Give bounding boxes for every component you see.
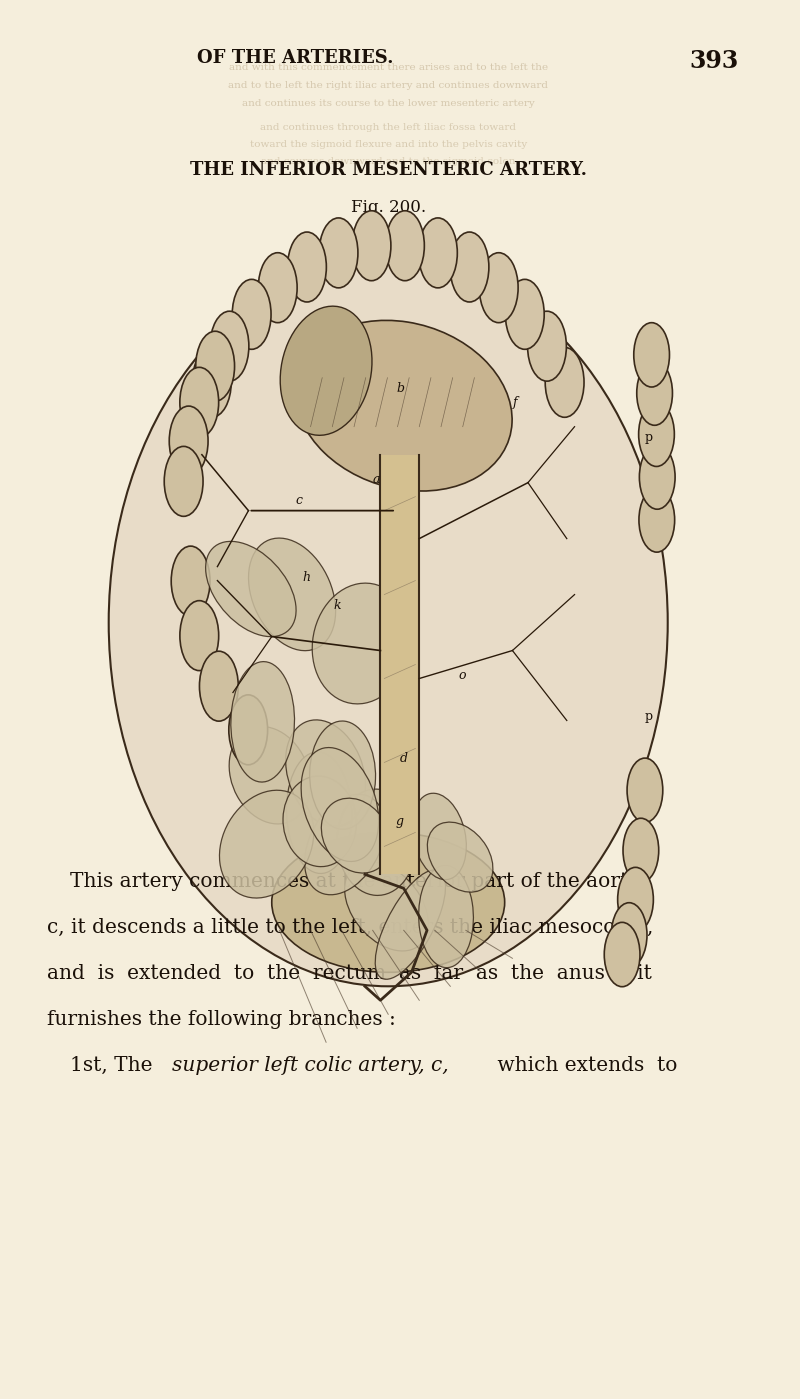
Text: f: f <box>513 396 517 409</box>
Text: THE INFERIOR MESENTERIC ARTERY.: THE INFERIOR MESENTERIC ARTERY. <box>190 161 586 179</box>
Text: and courses downward and to the sigmoid colon: and courses downward and to the sigmoid … <box>261 157 515 165</box>
Text: OF THE ARTERIES.: OF THE ARTERIES. <box>197 49 394 67</box>
Circle shape <box>623 818 658 883</box>
Circle shape <box>229 695 268 765</box>
Circle shape <box>506 280 544 350</box>
Ellipse shape <box>283 776 357 866</box>
Circle shape <box>611 902 647 967</box>
Text: and continues through the left iliac fossa toward: and continues through the left iliac fos… <box>260 123 516 132</box>
Ellipse shape <box>272 832 505 972</box>
Circle shape <box>637 361 673 425</box>
Ellipse shape <box>337 789 416 895</box>
Ellipse shape <box>229 726 310 824</box>
Ellipse shape <box>310 720 375 830</box>
Ellipse shape <box>312 583 410 704</box>
Ellipse shape <box>375 870 446 979</box>
Ellipse shape <box>286 751 352 873</box>
Circle shape <box>352 211 391 281</box>
Ellipse shape <box>345 862 428 951</box>
Ellipse shape <box>206 541 296 637</box>
Text: superior left colic artery, c,: superior left colic artery, c, <box>172 1056 449 1076</box>
Text: furnishes the following branches :: furnishes the following branches : <box>46 1010 395 1030</box>
Circle shape <box>639 488 674 553</box>
Ellipse shape <box>301 747 378 862</box>
Text: Fig. 200.: Fig. 200. <box>350 199 426 215</box>
Text: d: d <box>400 753 408 765</box>
Circle shape <box>638 402 674 466</box>
Ellipse shape <box>109 259 668 986</box>
Text: a: a <box>373 473 380 485</box>
Text: 393: 393 <box>690 49 739 73</box>
Text: k: k <box>334 599 342 611</box>
Text: g: g <box>396 816 404 828</box>
Circle shape <box>479 253 518 323</box>
Circle shape <box>180 368 218 438</box>
Circle shape <box>386 211 424 281</box>
Text: c: c <box>295 494 302 506</box>
Circle shape <box>170 406 208 476</box>
Ellipse shape <box>219 790 314 898</box>
Circle shape <box>192 347 231 417</box>
Text: and to the left the right iliac artery and continues downward: and to the left the right iliac artery a… <box>228 81 548 90</box>
Text: This artery commences at the anterior part of the aorta,: This artery commences at the anterior pa… <box>70 872 646 891</box>
Ellipse shape <box>322 799 390 873</box>
Circle shape <box>210 311 249 381</box>
Circle shape <box>199 651 238 720</box>
Circle shape <box>527 311 566 381</box>
Text: 1st, The: 1st, The <box>70 1056 158 1076</box>
Circle shape <box>319 218 358 288</box>
Circle shape <box>196 332 234 402</box>
Circle shape <box>258 253 297 323</box>
Circle shape <box>164 446 203 516</box>
Text: p: p <box>645 711 653 723</box>
Circle shape <box>627 758 662 823</box>
Circle shape <box>618 867 654 932</box>
Circle shape <box>418 218 458 288</box>
Text: and with this commencement there arises and to the left the: and with this commencement there arises … <box>229 63 548 71</box>
Text: which extends  to: which extends to <box>490 1056 677 1076</box>
Circle shape <box>450 232 489 302</box>
Text: b: b <box>396 382 404 395</box>
Text: toward the sigmoid flexure and into the pelvis cavity: toward the sigmoid flexure and into the … <box>250 140 527 148</box>
Circle shape <box>232 280 271 350</box>
Text: c, it descends a little to the left, enters the iliac mesocolon,: c, it descends a little to the left, ent… <box>46 918 653 937</box>
Ellipse shape <box>286 720 366 827</box>
Ellipse shape <box>305 795 385 895</box>
Ellipse shape <box>280 306 372 435</box>
Circle shape <box>287 232 326 302</box>
Circle shape <box>634 323 670 388</box>
Circle shape <box>180 600 218 670</box>
Circle shape <box>639 445 675 509</box>
Ellipse shape <box>412 793 466 880</box>
Circle shape <box>604 922 640 986</box>
Text: and continues its course to the lower mesenteric artery: and continues its course to the lower me… <box>242 99 534 108</box>
Ellipse shape <box>418 866 474 968</box>
Ellipse shape <box>427 823 493 893</box>
Text: h: h <box>303 571 311 583</box>
Text: o: o <box>458 669 466 681</box>
Polygon shape <box>381 455 419 874</box>
Ellipse shape <box>249 539 336 651</box>
Ellipse shape <box>231 662 294 782</box>
Circle shape <box>171 546 210 616</box>
Ellipse shape <box>295 320 512 491</box>
Text: p: p <box>645 431 653 443</box>
Text: and  is  extended  to  the  rectum  as  far  as  the  anus ;   it: and is extended to the rectum as far as … <box>46 964 651 983</box>
Circle shape <box>546 347 584 417</box>
